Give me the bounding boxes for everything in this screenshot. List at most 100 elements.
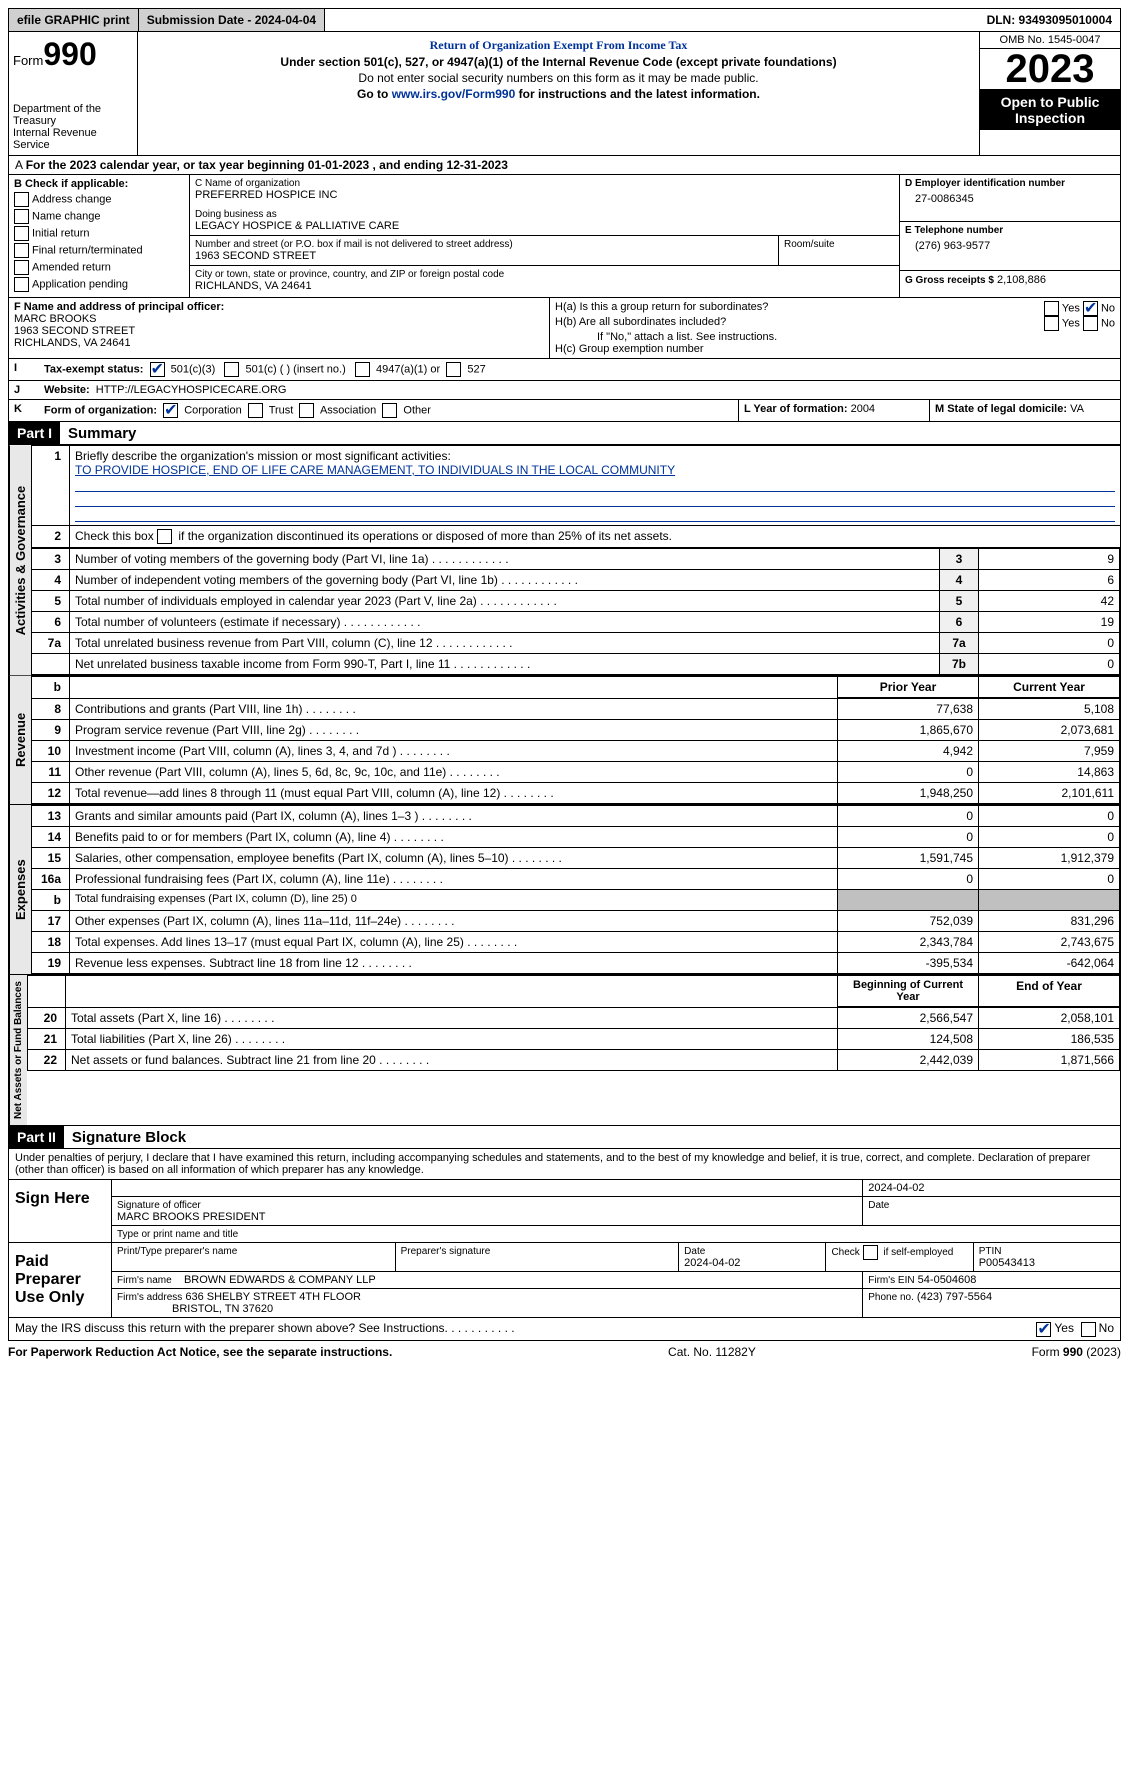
discuss-no[interactable]	[1081, 1322, 1096, 1337]
org-name: PREFERRED HOSPICE INC	[195, 189, 894, 201]
box-g-label: G Gross receipts $	[905, 275, 994, 286]
self-emp-label: Check if self-employed	[831, 1247, 953, 1258]
section-a-taxyear: A For the 2023 calendar year, or tax yea…	[8, 156, 1121, 175]
box-c-name-label: C Name of organization	[195, 178, 894, 189]
dln-text: DLN: 93493095010004	[979, 9, 1120, 31]
gross-receipts: 2,108,886	[997, 274, 1046, 286]
sign-here-label: Sign Here	[9, 1180, 112, 1242]
check-address-change[interactable]	[14, 192, 29, 207]
domicile-state: VA	[1070, 403, 1084, 415]
check-501c3[interactable]	[150, 362, 165, 377]
check-trust[interactable]	[248, 403, 263, 418]
firm-phone: (423) 797-5564	[917, 1291, 992, 1303]
officer-city: RICHLANDS, VA 24641	[14, 337, 544, 349]
officer-street: 1963 SECOND STREET	[14, 325, 544, 337]
line1-label: Briefly describe the organization's miss…	[75, 449, 451, 463]
hc-label: H(c) Group exemption number	[555, 343, 1115, 355]
open-inspection: Open to Public Inspection	[980, 90, 1120, 130]
dept-treasury: Department of the Treasury	[13, 103, 133, 127]
form-subtitle-2: Do not enter social security numbers on …	[142, 71, 975, 85]
ptin-value: P00543413	[979, 1257, 1035, 1269]
firm-ein: 54-0504608	[918, 1274, 977, 1286]
ein-value: 27-0086345	[905, 189, 1115, 205]
city-state-zip: RICHLANDS, VA 24641	[195, 280, 894, 292]
ha-no[interactable]	[1083, 301, 1098, 316]
check-amended[interactable]	[14, 260, 29, 275]
goto-post: for instructions and the latest informat…	[515, 87, 760, 101]
street-label: Number and street (or P.O. box if mail i…	[195, 239, 773, 250]
dba-name: LEGACY HOSPICE & PALLIATIVE CARE	[195, 220, 894, 232]
form-org-label: Form of organization:	[44, 404, 157, 416]
check-assoc[interactable]	[299, 403, 314, 418]
check-initial-return[interactable]	[14, 226, 29, 241]
hb-label: H(b) Are all subordinates included?	[555, 316, 1044, 331]
ptin-label: PTIN	[979, 1246, 1002, 1257]
prep-sig-label: Preparer's signature	[401, 1246, 491, 1257]
form-subtitle-1: Under section 501(c), 527, or 4947(a)(1)…	[142, 55, 975, 69]
discuss-text: May the IRS discuss this return with the…	[15, 1321, 1036, 1336]
room-label: Room/suite	[784, 239, 894, 250]
part1-title: Summary	[60, 425, 136, 442]
check-527[interactable]	[446, 362, 461, 377]
end-year-hdr: End of Year	[979, 976, 1120, 1007]
submission-date-button[interactable]: Submission Date - 2024-04-04	[139, 9, 325, 31]
goto-pre: Go to	[357, 87, 392, 101]
year-formation: 2004	[851, 403, 875, 415]
mission-text: TO PROVIDE HOSPICE, END OF LIFE CARE MAN…	[75, 463, 675, 477]
check-name-change[interactable]	[14, 209, 29, 224]
paid-preparer-label: Paid Preparer Use Only	[9, 1243, 112, 1317]
check-app-pending[interactable]	[14, 277, 29, 292]
box-d-label: D Employer identification number	[905, 178, 1115, 189]
check-4947[interactable]	[355, 362, 370, 377]
firm-ein-label: Firm's EIN	[868, 1275, 914, 1286]
ha-yes[interactable]	[1044, 301, 1059, 316]
check-501c[interactable]	[224, 362, 239, 377]
vtab-netassets: Net Assets or Fund Balances	[9, 975, 27, 1125]
form-word: Form	[13, 53, 43, 68]
check-corp[interactable]	[163, 403, 178, 418]
firm-addr-label: Firm's address	[117, 1292, 182, 1303]
part2-label: Part II	[9, 1126, 64, 1148]
box-b-title: B Check if applicable:	[14, 178, 184, 190]
begin-year-hdr: Beginning of Current Year	[838, 976, 979, 1007]
officer-sig-name: MARC BROOKS PRESIDENT	[117, 1211, 266, 1223]
hb-no[interactable]	[1083, 316, 1098, 331]
street-address: 1963 SECOND STREET	[195, 250, 773, 262]
city-label: City or town, state or province, country…	[195, 269, 894, 280]
website-label: Website:	[44, 384, 90, 396]
hb-yes[interactable]	[1044, 316, 1059, 331]
current-year-hdr: Current Year	[979, 677, 1120, 698]
firm-name-label: Firm's name	[117, 1275, 172, 1286]
vtab-revenue: Revenue	[9, 676, 31, 804]
part1-label: Part I	[9, 422, 60, 444]
form990-link[interactable]: www.irs.gov/Form990	[392, 87, 516, 101]
irs-label: Internal Revenue Service	[13, 127, 133, 151]
check-other[interactable]	[382, 403, 397, 418]
discuss-yes[interactable]	[1036, 1322, 1051, 1337]
part2-title: Signature Block	[64, 1129, 186, 1146]
type-name-label: Type or print name and title	[117, 1229, 238, 1240]
officer-name: MARC BROOKS	[14, 313, 544, 325]
check-self-employed[interactable]	[863, 1245, 878, 1260]
website-value: HTTP://LEGACYHOSPICECARE.ORG	[96, 384, 287, 396]
cat-no: Cat. No. 11282Y	[668, 1345, 756, 1359]
vtab-expenses: Expenses	[9, 805, 31, 974]
year-formation-label: L Year of formation:	[744, 403, 848, 415]
telephone-value: (276) 963-9577	[905, 236, 1115, 252]
paperwork-notice: For Paperwork Reduction Act Notice, see …	[8, 1345, 392, 1359]
firm-name: BROWN EDWARDS & COMPANY LLP	[184, 1274, 376, 1286]
form-header: Form990 Department of the Treasury Inter…	[8, 31, 1121, 156]
tax-status-label: Tax-exempt status:	[44, 363, 143, 375]
check-discontinued[interactable]	[157, 529, 172, 544]
efile-print-button[interactable]: efile GRAPHIC print	[9, 9, 139, 31]
vtab-governance: Activities & Governance	[9, 445, 31, 675]
dba-label: Doing business as	[195, 209, 894, 220]
hb-note: If "No," attach a list. See instructions…	[555, 331, 1115, 343]
prior-year-hdr: Prior Year	[838, 677, 979, 698]
box-f-label: F Name and address of principal officer:	[14, 301, 544, 313]
prep-name-label: Print/Type preparer's name	[117, 1246, 237, 1257]
check-final-return[interactable]	[14, 243, 29, 258]
sign-date: 2024-04-02	[868, 1182, 924, 1194]
form-footer: Form 990 (2023)	[1032, 1345, 1121, 1359]
form-number: 990	[43, 36, 96, 72]
